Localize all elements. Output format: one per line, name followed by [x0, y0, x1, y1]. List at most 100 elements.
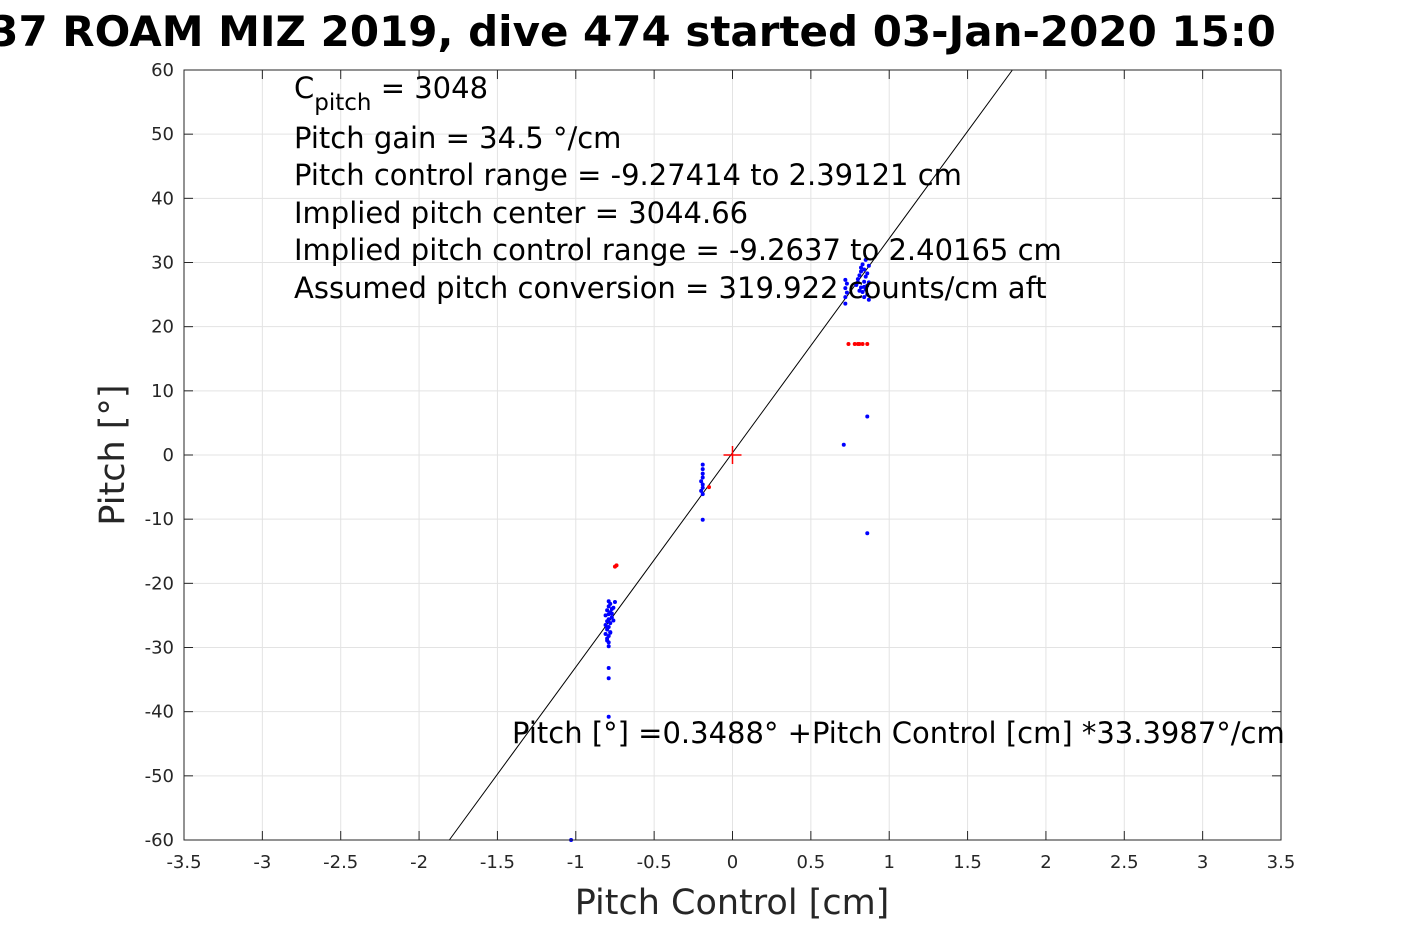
data-point-blue — [865, 414, 870, 419]
c-pitch-symbol: C — [294, 71, 314, 105]
data-point-blue — [863, 274, 868, 279]
data-point-blue — [863, 257, 868, 262]
data-point-blue — [609, 611, 614, 616]
y-tick-label: 20 — [151, 317, 174, 338]
x-tick-label: -2 — [410, 852, 428, 873]
y-tick-label: -40 — [145, 702, 174, 723]
data-point-blue — [603, 613, 608, 618]
annotation-gain: Pitch gain = 34.5 °/cm — [294, 121, 621, 155]
x-tick-label: -0.5 — [637, 852, 672, 873]
data-point-blue — [606, 676, 611, 681]
fit-equation: Pitch [°] =0.3488° +Pitch Control [cm] *… — [512, 716, 1285, 750]
data-point-blue — [609, 615, 614, 620]
annotation-control-range: Pitch control range = -9.27414 to 2.3912… — [294, 158, 962, 192]
y-tick-label: 30 — [151, 253, 174, 274]
y-tick-label: 50 — [151, 124, 174, 145]
y-tick-label: 60 — [151, 60, 174, 81]
data-point-blue — [700, 467, 705, 472]
x-tick-label: 2.5 — [1110, 852, 1139, 873]
y-tick-label: 0 — [163, 445, 174, 466]
data-point-blue — [865, 531, 870, 536]
x-tick-label: -1 — [567, 852, 585, 873]
data-points — [569, 257, 871, 842]
data-point-blue — [608, 621, 613, 626]
y-axis-label: Pitch [°] — [93, 384, 133, 525]
x-axis-label: Pitch Control [cm] — [575, 883, 890, 923]
y-tick-label: 10 — [151, 381, 174, 402]
data-point-red — [706, 485, 711, 490]
data-point-blue — [862, 267, 867, 272]
data-point-red — [857, 341, 862, 346]
data-point-blue — [857, 273, 862, 278]
y-tick-label: 40 — [151, 188, 174, 209]
x-tick-label: -1.5 — [480, 852, 515, 873]
x-tick-label: 3 — [1197, 852, 1208, 873]
data-point-blue — [606, 644, 611, 649]
x-tick-label: 0 — [727, 852, 738, 873]
data-point-blue — [857, 288, 862, 293]
data-point-blue — [862, 284, 867, 289]
annotation-conversion: Assumed pitch conversion = 319.922 count… — [294, 271, 1047, 305]
data-point-blue — [606, 599, 611, 604]
c-pitch-subscript: pitch — [314, 90, 371, 116]
x-tick-label: -3.5 — [166, 852, 201, 873]
x-tick-label: 0.5 — [797, 852, 826, 873]
data-point-blue — [843, 295, 848, 300]
data-point-blue — [841, 442, 846, 447]
data-point-blue — [699, 479, 704, 484]
data-point-blue — [862, 295, 867, 300]
data-point-blue — [605, 638, 610, 643]
data-point-blue — [865, 283, 870, 288]
data-point-red — [865, 341, 870, 346]
data-point-blue — [844, 281, 849, 286]
data-point-blue — [700, 475, 705, 480]
annotation-implied-range: Implied pitch control range = -9.2637 to… — [294, 233, 1062, 267]
data-point-blue — [862, 279, 867, 284]
data-point-blue — [866, 280, 871, 285]
data-point-blue — [699, 488, 704, 493]
data-point-blue — [700, 485, 705, 490]
data-point-blue — [612, 599, 617, 604]
data-point-blue — [606, 714, 611, 719]
y-tick-label: -50 — [145, 766, 174, 787]
data-point-blue — [865, 271, 870, 276]
axes: -3.5 -3 -2.5 -2 -1.5 -1 -0.5 0 0.5 1 1.5 2 2.5 3 3.5 60… — [145, 60, 1296, 873]
x-tick-label: -3 — [253, 852, 271, 873]
c-pitch-value: = 3048 — [371, 71, 488, 105]
data-point-blue — [855, 277, 860, 282]
center-marker — [723, 446, 742, 464]
x-tick-label: 1 — [883, 852, 894, 873]
data-point-blue — [855, 280, 860, 285]
data-point-blue — [700, 462, 705, 467]
data-point-blue — [843, 277, 848, 282]
data-point-red — [860, 341, 865, 346]
chart-title: 537 ROAM MIZ 2019, dive 474 started 03-J… — [0, 7, 1276, 56]
annotation-c-pitch: Cpitch = 3048 — [294, 71, 488, 116]
data-point-blue — [608, 630, 613, 635]
data-point-blue — [700, 482, 705, 487]
x-tick-label: 1.5 — [953, 852, 982, 873]
y-tick-label: -10 — [145, 509, 174, 530]
data-point-blue — [859, 265, 864, 270]
data-point-blue — [606, 666, 611, 671]
data-point-blue — [611, 618, 616, 623]
data-point-blue — [859, 285, 864, 290]
data-point-blue — [605, 625, 610, 630]
y-tick-label: -30 — [145, 638, 174, 659]
data-point-blue — [843, 301, 848, 306]
y-tick-label: -60 — [145, 830, 174, 851]
data-point-blue — [700, 492, 705, 497]
y-tick-label: -20 — [145, 573, 174, 594]
data-point-blue — [606, 633, 611, 638]
annotation-implied-center: Implied pitch center = 3044.66 — [294, 196, 748, 230]
data-point-blue — [844, 290, 849, 295]
data-point-blue — [611, 605, 616, 610]
x-tick-label: 3.5 — [1267, 852, 1296, 873]
data-point-blue — [605, 608, 610, 613]
data-point-blue — [606, 617, 611, 622]
x-tick-label: -2.5 — [323, 852, 358, 873]
data-point-blue — [860, 262, 865, 267]
x-tick-label: 2 — [1040, 852, 1051, 873]
data-point-red — [612, 564, 617, 569]
